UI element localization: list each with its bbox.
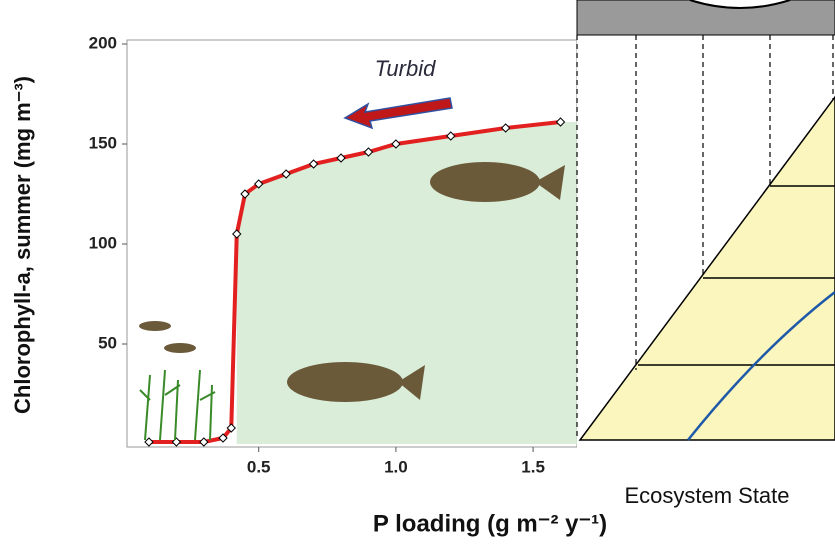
point	[199, 437, 209, 447]
point	[144, 437, 154, 447]
arrow	[343, 97, 453, 130]
x-tick-label: 0.5	[247, 457, 271, 476]
fish	[139, 162, 565, 402]
line	[148, 120, 561, 444]
overlay-panel	[576, 0, 835, 545]
y-tick-label: 100	[89, 233, 117, 252]
point	[363, 147, 374, 157]
point	[218, 433, 228, 443]
point	[555, 117, 566, 127]
point	[336, 153, 346, 163]
point	[446, 131, 456, 141]
point	[253, 179, 264, 189]
plot-area	[144, 117, 577, 447]
point	[232, 229, 242, 239]
point	[226, 423, 236, 433]
overlay-label: Ecosystem State	[624, 483, 789, 508]
y-tick-label: 50	[98, 333, 117, 352]
y-axis-label: Chlorophyll-a, summer (mg m⁻³)	[10, 76, 35, 414]
x-axis-label: P loading (g m⁻² y⁻¹)	[373, 510, 607, 537]
point	[240, 189, 250, 199]
point	[500, 123, 511, 133]
point	[391, 139, 401, 149]
plants	[139, 369, 216, 441]
x-tick-label: 1.0	[384, 457, 408, 476]
y-tick-label: 150	[89, 133, 117, 152]
x-tick-label: 1.5	[521, 457, 545, 476]
point	[281, 169, 291, 179]
annotation: Turbid	[375, 56, 436, 81]
y-tick-label: 200	[89, 33, 117, 52]
point	[308, 159, 319, 169]
algae-shading	[236, 122, 577, 444]
point	[171, 437, 182, 447]
